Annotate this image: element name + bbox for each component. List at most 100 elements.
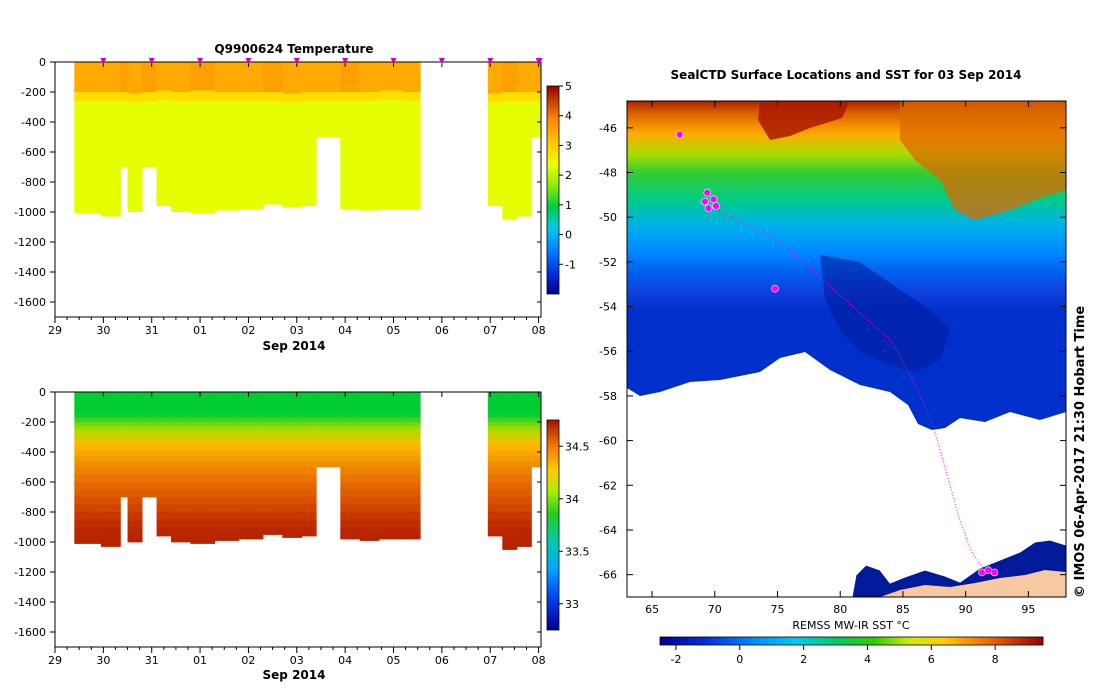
salinity-cell (120, 414, 129, 419)
salinity-cell (120, 392, 129, 399)
salinity-cell (100, 392, 121, 399)
sst-colorbar (659, 636, 1044, 646)
lon-tick-label: 65 (645, 603, 659, 616)
salinity-cell (74, 397, 102, 404)
salinity-cell (171, 519, 191, 528)
salinity-cell (403, 461, 421, 468)
lat-tick-label: -56 (599, 345, 617, 358)
salinity-cell (214, 440, 240, 445)
salinity-cell (171, 437, 191, 442)
salinity-cell (403, 455, 421, 462)
salinity-cell (516, 527, 532, 533)
salinity-cell (340, 450, 361, 457)
salinity-cell (403, 433, 421, 438)
seal-location (703, 188, 712, 197)
salinity-cell (487, 497, 503, 505)
salinity-cell (403, 422, 421, 427)
salinity-cell (340, 489, 361, 498)
salinity-cell (190, 433, 216, 438)
temperature-cell (403, 101, 421, 209)
salinity-cell (262, 527, 283, 530)
salinity-cell (403, 504, 421, 513)
imos-credit: © IMOS 06-Apr-2017 21:30 Hobart Time (1073, 306, 1088, 598)
salinity-cell (403, 408, 421, 415)
temperature-cell (516, 62, 532, 92)
salinity-cell (171, 392, 191, 399)
salinity-cell (403, 512, 421, 520)
salinity-cell (403, 392, 421, 399)
salinity-cell (127, 474, 143, 483)
temperature-cell (379, 90, 404, 100)
x-tick-label: 08 (532, 324, 546, 337)
salinity-cell (340, 455, 361, 462)
salinity-cell (282, 467, 303, 475)
salinity-cell (171, 482, 191, 490)
salinity-cell (301, 422, 317, 427)
x-tick-label: 02 (241, 654, 255, 667)
salinity-cell (142, 397, 158, 404)
salinity-cell (156, 392, 172, 399)
salinity-cell (316, 440, 341, 445)
salinity-cell (142, 474, 158, 483)
salinity-cell (340, 461, 361, 468)
salinity-cell (171, 397, 191, 404)
temperature-cell (190, 90, 216, 101)
salinity-cell (156, 414, 172, 419)
salinity-cell (340, 429, 361, 434)
salinity-cell (531, 433, 541, 438)
salinity-cell (238, 433, 264, 438)
salinity-cell (516, 403, 532, 410)
salinity-cell (190, 425, 216, 430)
temperature-cell (282, 93, 303, 103)
salinity-cell (282, 504, 303, 513)
salinity-cell (190, 527, 216, 532)
salinity-cell (379, 497, 404, 505)
temperature-cell (531, 62, 541, 92)
salinity-cell (142, 437, 158, 442)
salinity-cell (502, 433, 518, 438)
salinity-cell (156, 519, 172, 528)
salinity-cell (502, 437, 518, 442)
salinity-cell (379, 429, 404, 434)
salinity-cell (238, 425, 264, 430)
salinity-cell (516, 437, 532, 442)
temperature-cell (359, 92, 380, 101)
salinity-cell (100, 450, 121, 457)
salinity-cell (171, 527, 191, 532)
temperature-cell (301, 62, 317, 92)
salinity-cell (238, 414, 264, 419)
salinity-cell (502, 440, 518, 445)
salinity-cell (142, 444, 158, 451)
profile-marker (197, 58, 204, 64)
salinity-cell (301, 467, 317, 475)
salinity-cell (127, 414, 143, 419)
salinity-cell (262, 429, 283, 434)
salinity-cell (516, 489, 532, 498)
salinity-cell (214, 533, 240, 538)
salinity-cell (214, 482, 240, 490)
salinity-cell (190, 539, 216, 544)
salinity-cell (359, 425, 380, 430)
salinity-cell (516, 433, 532, 438)
salinity-cell (316, 461, 341, 468)
salinity-cell (190, 535, 216, 540)
salinity-cell (516, 519, 532, 528)
salinity-cell (316, 422, 341, 427)
salinity-cell (262, 467, 283, 475)
temperature-cell (502, 92, 518, 101)
salinity-cell (359, 433, 380, 438)
salinity-cell (74, 444, 102, 451)
salinity-cell (100, 512, 121, 520)
salinity-cell (359, 527, 380, 531)
salinity-cell (262, 403, 283, 410)
salinity-cell (74, 418, 102, 423)
salinity-cell (487, 531, 503, 535)
salinity-cell (301, 504, 317, 513)
salinity-cell (190, 429, 216, 434)
seal-location (978, 568, 986, 577)
temperature-cell (487, 62, 503, 94)
salinity-cell (100, 422, 121, 427)
salinity-cell (171, 408, 191, 415)
salinity-cell (156, 512, 172, 520)
temperature-cell (403, 62, 421, 92)
